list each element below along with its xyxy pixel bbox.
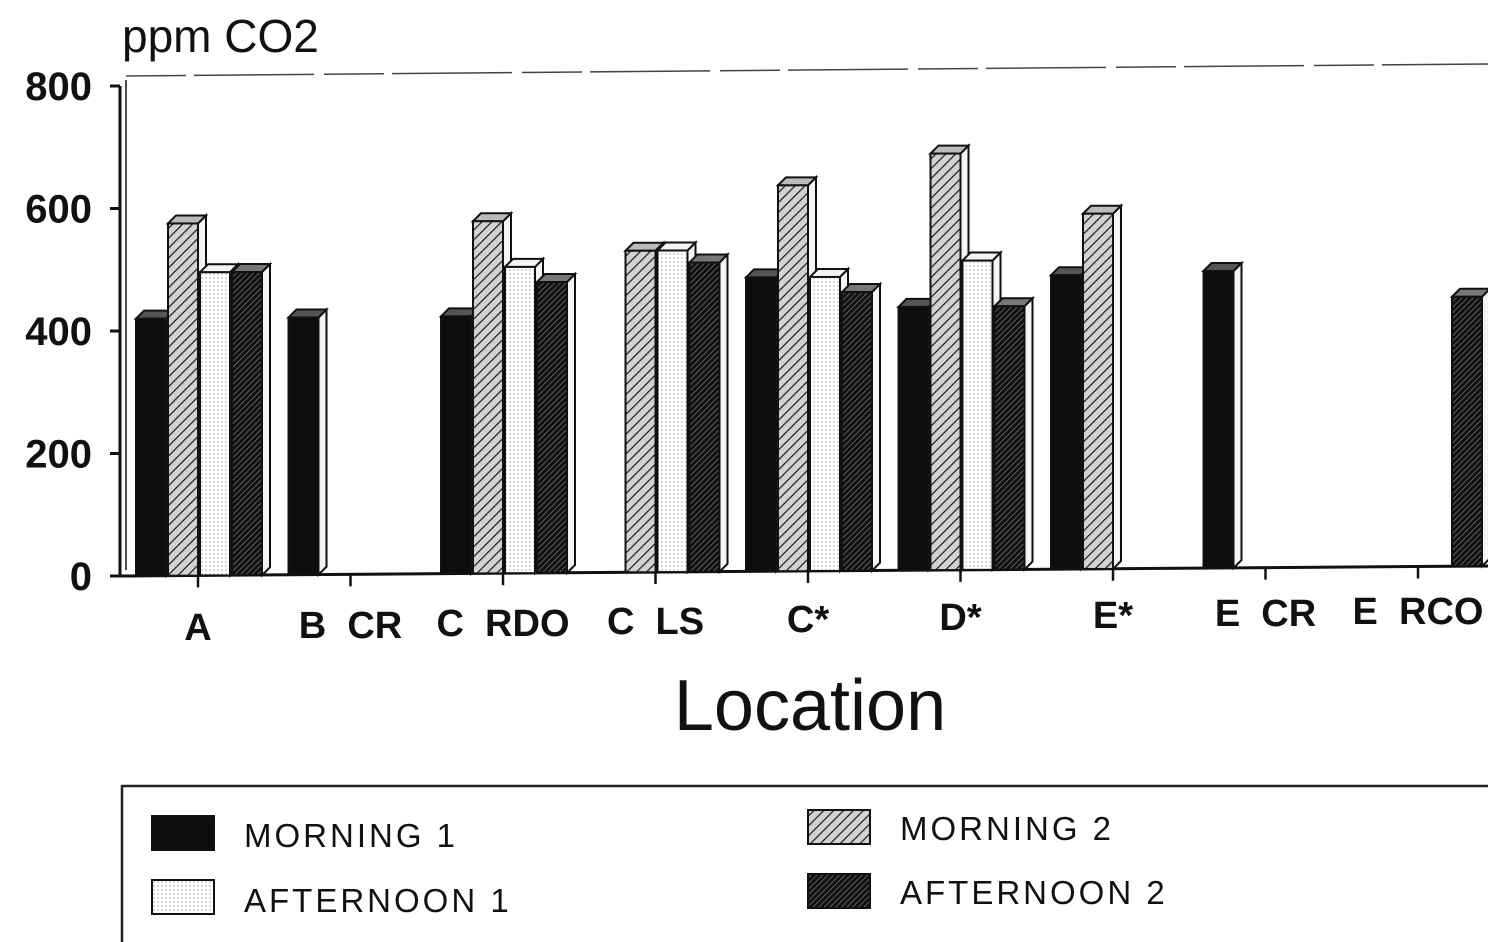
bar-e-rco-afternoon-2-top bbox=[1449, 287, 1488, 298]
bar-c-rdo-afternoon-2 bbox=[534, 271, 578, 576]
legend-morning-2: MORNING 2 bbox=[807, 809, 1114, 847]
bar-d-afternoon-2-top bbox=[992, 297, 1035, 308]
legend-afternoon-2-swatch bbox=[807, 873, 871, 909]
bar-e-cr-morning-1-front bbox=[1202, 270, 1235, 570]
bar-c-rdo-morning-2 bbox=[470, 210, 514, 576]
legend-morning-1-swatch bbox=[151, 815, 215, 851]
top-border-line bbox=[125, 63, 1488, 77]
y-tick-label-600: 600 bbox=[25, 188, 92, 232]
bar-a-afternoon-2-side bbox=[261, 261, 271, 578]
bar-e-morning-2-side bbox=[1112, 203, 1122, 572]
bar-e-cr-morning-1-side bbox=[1232, 260, 1243, 571]
legend-afternoon-2: AFTERNOON 2 bbox=[807, 873, 1168, 911]
bar-e-cr-morning-1 bbox=[1201, 260, 1244, 571]
bar-c-ls-afternoon-2-side bbox=[718, 252, 729, 575]
legend-morning-1: MORNING 1 bbox=[151, 815, 458, 854]
bar-c-afternoon-2-side bbox=[871, 281, 881, 574]
bar-d-afternoon-2-front bbox=[993, 305, 1026, 571]
bar-a-afternoon-1-front bbox=[199, 271, 231, 577]
bar-c-rdo-morning-2-top bbox=[470, 212, 514, 223]
x-ticks: A B CR C RDO C LS C* D* E* E CR E RCO bbox=[184, 566, 1484, 649]
bar-c-afternoon-2-top bbox=[839, 283, 883, 294]
x-tick-label-c: C* bbox=[787, 599, 829, 641]
bar-b-cr-morning-1-side bbox=[317, 307, 328, 578]
bar-d-morning-1-front bbox=[897, 305, 930, 572]
legend-morning-2-label: MORNING 2 bbox=[900, 810, 1114, 847]
bar-b-cr-morning-1-top bbox=[286, 308, 329, 319]
legend-morning-1-label: MORNING 1 bbox=[244, 817, 458, 854]
bar-e-morning-2-front bbox=[1082, 212, 1114, 570]
bar-d-afternoon-1-front bbox=[961, 259, 994, 571]
bar-d-afternoon-2-side bbox=[1023, 295, 1034, 573]
bar-c-ls-afternoon-2-front bbox=[688, 261, 721, 573]
bar-e-morning-2 bbox=[1080, 203, 1124, 572]
legend-morning-2-swatch bbox=[807, 809, 871, 845]
bar-d-afternoon-1 bbox=[960, 250, 1003, 573]
x-tick-label-d: D* bbox=[939, 597, 981, 639]
y-tick-label-0: 0 bbox=[70, 555, 92, 599]
bar-d-afternoon-1-top bbox=[960, 251, 1003, 262]
bar-e-rco-afternoon-2-front bbox=[1451, 295, 1483, 568]
x-tick-label-c-ls: C LS bbox=[607, 601, 704, 643]
bar-c-afternoon-2 bbox=[839, 281, 883, 574]
bar-a-afternoon-2 bbox=[229, 261, 273, 578]
bar-a-morning-1-front bbox=[135, 317, 167, 577]
bar-c-ls-afternoon-2-top bbox=[687, 253, 730, 264]
x-axis-label: Location bbox=[674, 666, 946, 746]
bar-b-cr-morning-1 bbox=[286, 307, 329, 578]
legend: MORNING 1 MORNING 2 AFTERNOON 1 AFTERNOON 2 bbox=[120, 784, 1488, 942]
x-tick-label-a: A bbox=[184, 607, 211, 649]
bar-b-cr-morning-1-front bbox=[287, 316, 320, 576]
x-tick-label-e: E* bbox=[1093, 595, 1133, 637]
bar-c-rdo-afternoon-2-top bbox=[534, 273, 578, 284]
bar-a-afternoon-2-top bbox=[229, 262, 273, 273]
bar-e-cr-morning-1-top bbox=[1201, 262, 1244, 273]
bar-c-rdo-afternoon-1-front bbox=[504, 265, 536, 575]
bar-c-rdo-morning-1-front bbox=[440, 315, 472, 575]
bar-c-afternoon-2-front bbox=[841, 291, 873, 572]
y-axis-label: ppm CO2 bbox=[122, 10, 319, 62]
legend-afternoon-1-swatch bbox=[151, 879, 215, 915]
x-tick-label-c-rdo: C RDO bbox=[437, 603, 570, 645]
bar-a-morning-2-front bbox=[167, 222, 199, 577]
bar-d-morning-2-top bbox=[928, 144, 971, 155]
bar-a-morning-2-top bbox=[165, 214, 209, 225]
bar-e-morning-2-top bbox=[1080, 204, 1124, 215]
legend-afternoon-1: AFTERNOON 1 bbox=[151, 879, 512, 919]
legend-afternoon-1-label: AFTERNOON 1 bbox=[244, 882, 512, 919]
bar-c-rdo-afternoon-1-top bbox=[502, 257, 546, 268]
bar-c-afternoon-1-top bbox=[807, 267, 851, 278]
y-ticks: 0 200 400 600 800 bbox=[25, 65, 120, 599]
x-tick-label-b-cr: B CR bbox=[299, 605, 402, 647]
bar-d-morning-2-front bbox=[929, 152, 962, 572]
bar-e-morning-1-front bbox=[1050, 274, 1082, 571]
bars bbox=[133, 143, 1488, 579]
bar-e-rco-afternoon-2 bbox=[1449, 287, 1488, 569]
legend-box bbox=[120, 784, 1488, 942]
bar-c-ls-morning-2-front bbox=[624, 249, 657, 574]
legend-afternoon-2-label: AFTERNOON 2 bbox=[900, 874, 1168, 911]
bar-c-morning-2-top bbox=[775, 176, 819, 187]
bar-c-ls-afternoon-1-front bbox=[656, 249, 689, 574]
y-tick-label-400: 400 bbox=[25, 310, 92, 354]
y-tick-label-200: 200 bbox=[25, 433, 92, 477]
bar-c-ls-afternoon-2 bbox=[687, 252, 730, 575]
bar-c-afternoon-1-front bbox=[809, 275, 841, 572]
bar-d-afternoon-2 bbox=[992, 295, 1035, 573]
bar-c-morning-2-front bbox=[777, 184, 809, 573]
bar-c-rdo-afternoon-2-side bbox=[566, 271, 576, 576]
bar-a-afternoon-2-front bbox=[231, 270, 263, 577]
bar-c-morning-1-front bbox=[745, 276, 777, 573]
bar-c-rdo-morning-2-front bbox=[472, 220, 504, 575]
bar-c-rdo-afternoon-2-front bbox=[536, 281, 568, 574]
x-tick-label-e-rco: E RCO bbox=[1353, 591, 1484, 633]
y-tick-label-800: 800 bbox=[25, 65, 92, 109]
x-tick-label-e-cr: E CR bbox=[1215, 593, 1316, 635]
bar-c-ls-afternoon-1-top bbox=[655, 241, 698, 252]
